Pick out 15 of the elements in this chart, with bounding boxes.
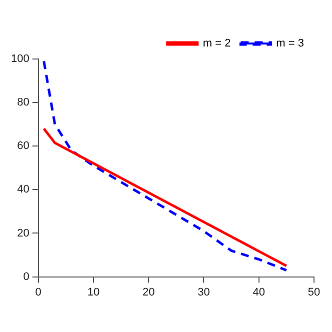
y-tick-label: 80 xyxy=(17,96,30,109)
x-tick-label: 10 xyxy=(87,286,100,298)
y-tick-label: 40 xyxy=(17,184,30,196)
x-tick-label: 20 xyxy=(142,286,155,298)
x-tick-label: 50 xyxy=(308,286,320,298)
legend-label: m = 3 xyxy=(276,38,304,50)
legend-label: m = 2 xyxy=(202,38,231,50)
y-tick-label: 100 xyxy=(10,53,30,66)
y-tick-label: 0 xyxy=(23,270,30,283)
y-tick-label: 60 xyxy=(17,140,30,152)
line-series xyxy=(42,60,288,272)
y-tick-label: 20 xyxy=(17,227,30,240)
x-tick-label: 40 xyxy=(252,286,265,298)
x-tick-label: 30 xyxy=(198,286,210,298)
x-tick-label: 0 xyxy=(35,286,42,298)
